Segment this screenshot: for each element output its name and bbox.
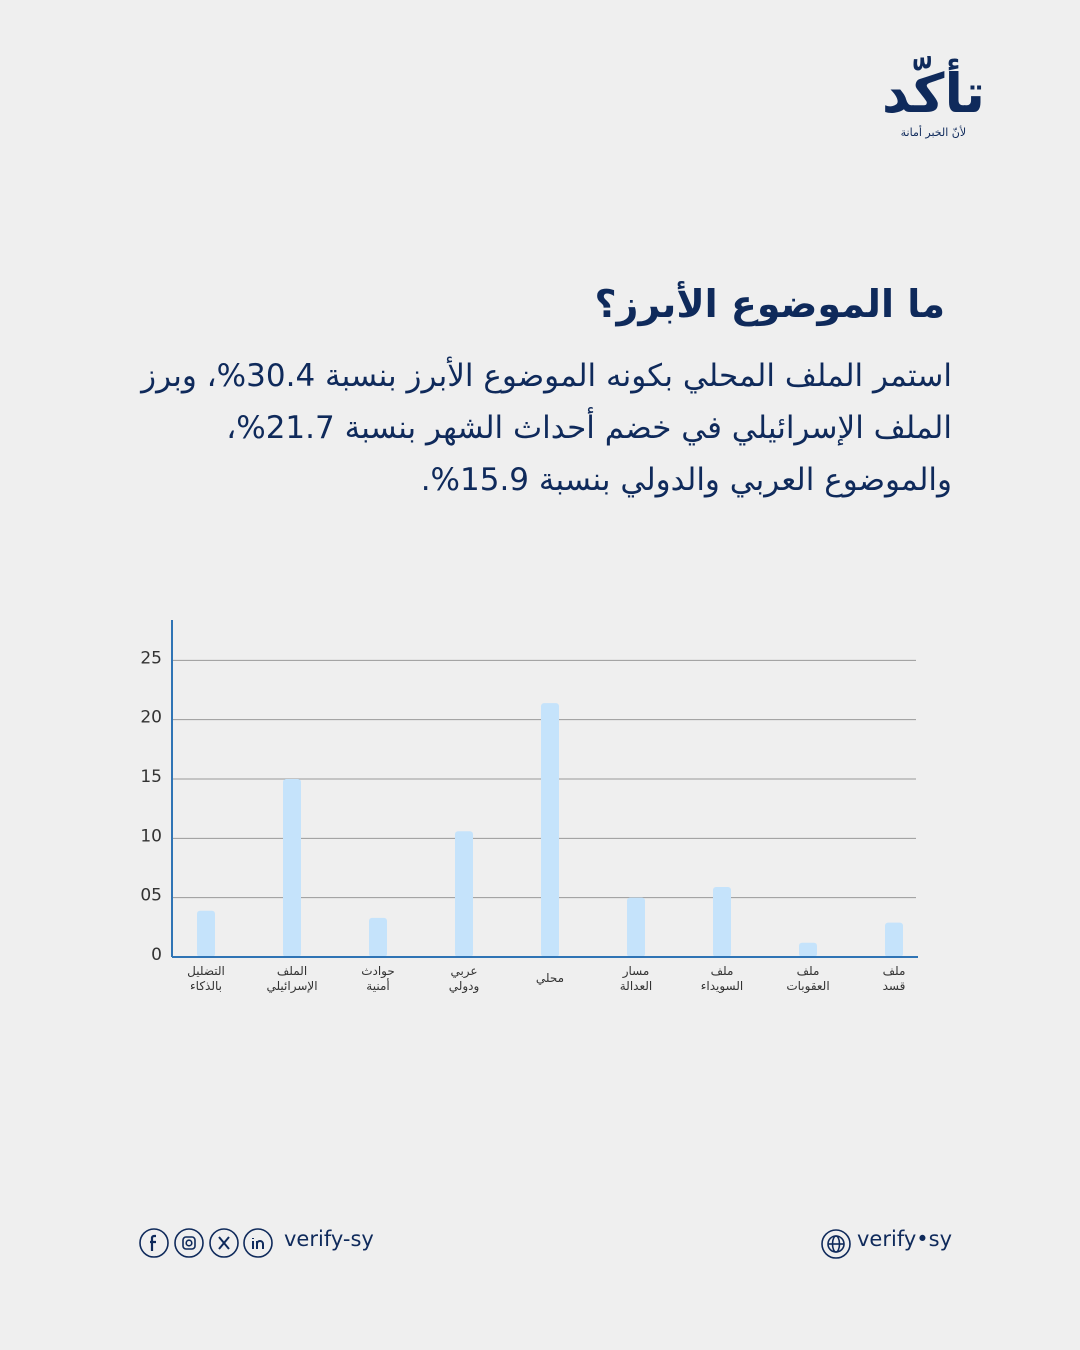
bar (283, 779, 301, 957)
x-tick-label-line: محلي (536, 971, 564, 985)
x-tick-label-line: ملف (883, 964, 906, 978)
x-tick-label-line: الإسرائيلي (266, 979, 317, 994)
x-tick-label-line: بالذكاء (190, 979, 222, 993)
logo-tagline: لأنّ الخبر أمانة (900, 126, 967, 139)
social-handle: verify-sy (284, 1227, 374, 1251)
y-tick-label: 15 (140, 767, 162, 787)
bar (885, 922, 903, 957)
x-tick-label: محلي (536, 971, 564, 985)
x-tick-label-line: قسد (883, 979, 906, 993)
x-tick-label-line: أمنية (366, 978, 389, 993)
bar (799, 942, 817, 957)
x-tick-label-line: ودولي (449, 979, 480, 994)
bar (627, 897, 645, 957)
x-tick-label: مسار العدالة (620, 964, 653, 993)
x-tick-label: عربي ودولي (449, 964, 480, 994)
y-tick-label: 0 (151, 945, 162, 965)
x-tick-label-line: السويداء (701, 979, 744, 994)
x-tick-label-line: الملف (277, 964, 307, 978)
globe-icon (821, 1229, 851, 1259)
x-tick-label: الملف الإسرائيلي (266, 964, 317, 994)
logo-name: تأكّد (881, 62, 985, 125)
x-tick-label: ملف قسد (883, 964, 906, 993)
x-tick-label: ملف العقوبات (786, 964, 829, 994)
x-tick-label-line: عربي (450, 964, 477, 979)
y-tick-label: 10 (140, 826, 162, 846)
y-tick-label: 25 (140, 648, 162, 668)
y-tick-label: 20 (140, 708, 162, 728)
x-tick-label: حوادث أمنية (361, 964, 395, 993)
bar (541, 703, 559, 957)
bar (197, 910, 215, 957)
paragraph: استمر الملف المحلي بكونه الموضوع الأبرز … (141, 358, 952, 498)
x-tick-label-line: التضليل (187, 964, 225, 978)
x-tick-label-line: ملف (711, 964, 734, 978)
bar (369, 917, 387, 957)
website: verify•sy (857, 1227, 953, 1251)
bar (455, 831, 473, 957)
social-icons (139, 1228, 273, 1258)
logo: تأكّد لأنّ الخبر أمانة (882, 62, 985, 139)
heading: ما الموضوع الأبرز؟ (594, 282, 946, 326)
x-tick-label-line: مسار (622, 964, 650, 979)
x-tick-label: التضليل بالذكاء (187, 964, 225, 993)
y-tick-label: 05 (140, 886, 162, 906)
x-tick-label-line: حوادث (361, 964, 395, 979)
x-tick-label-line: ملف (797, 964, 820, 978)
x-tick-label: ملف السويداء (701, 964, 744, 994)
x-tick-label-line: العدالة (620, 979, 653, 993)
bar (713, 886, 731, 957)
x-tick-label-line: العقوبات (786, 979, 829, 994)
